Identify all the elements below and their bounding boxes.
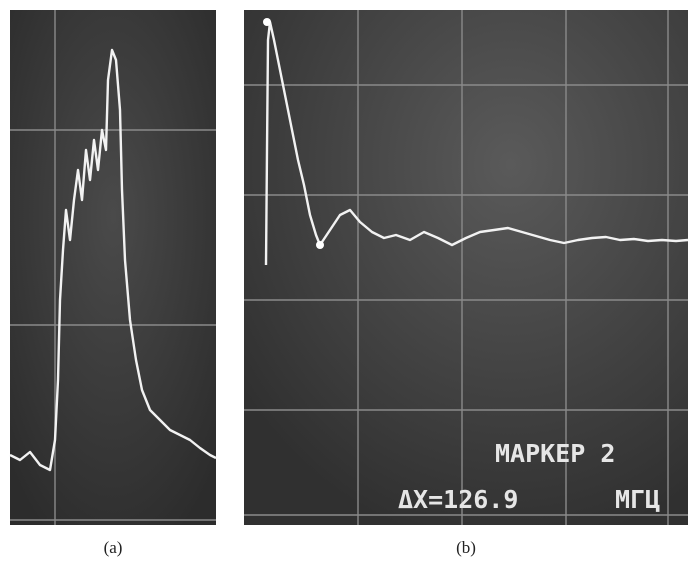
caption: (b) bbox=[456, 538, 476, 557]
screen-background bbox=[244, 10, 688, 525]
delta-label: ΔX=126.9 bbox=[398, 485, 518, 514]
trace bbox=[264, 20, 688, 266]
grid bbox=[244, 10, 688, 525]
screen-a bbox=[9, 10, 217, 525]
screen-background bbox=[10, 10, 216, 525]
marker-label: МАРКЕР 2 bbox=[495, 439, 615, 468]
caption: (a) bbox=[104, 538, 123, 557]
marker-dot bbox=[263, 18, 271, 26]
marker-dot bbox=[316, 241, 324, 249]
screen-b: МАРКЕР 2 ΔX=126.9 МГЦ bbox=[244, 10, 688, 525]
unit-label: МГЦ bbox=[615, 485, 660, 514]
trace bbox=[9, 48, 217, 472]
